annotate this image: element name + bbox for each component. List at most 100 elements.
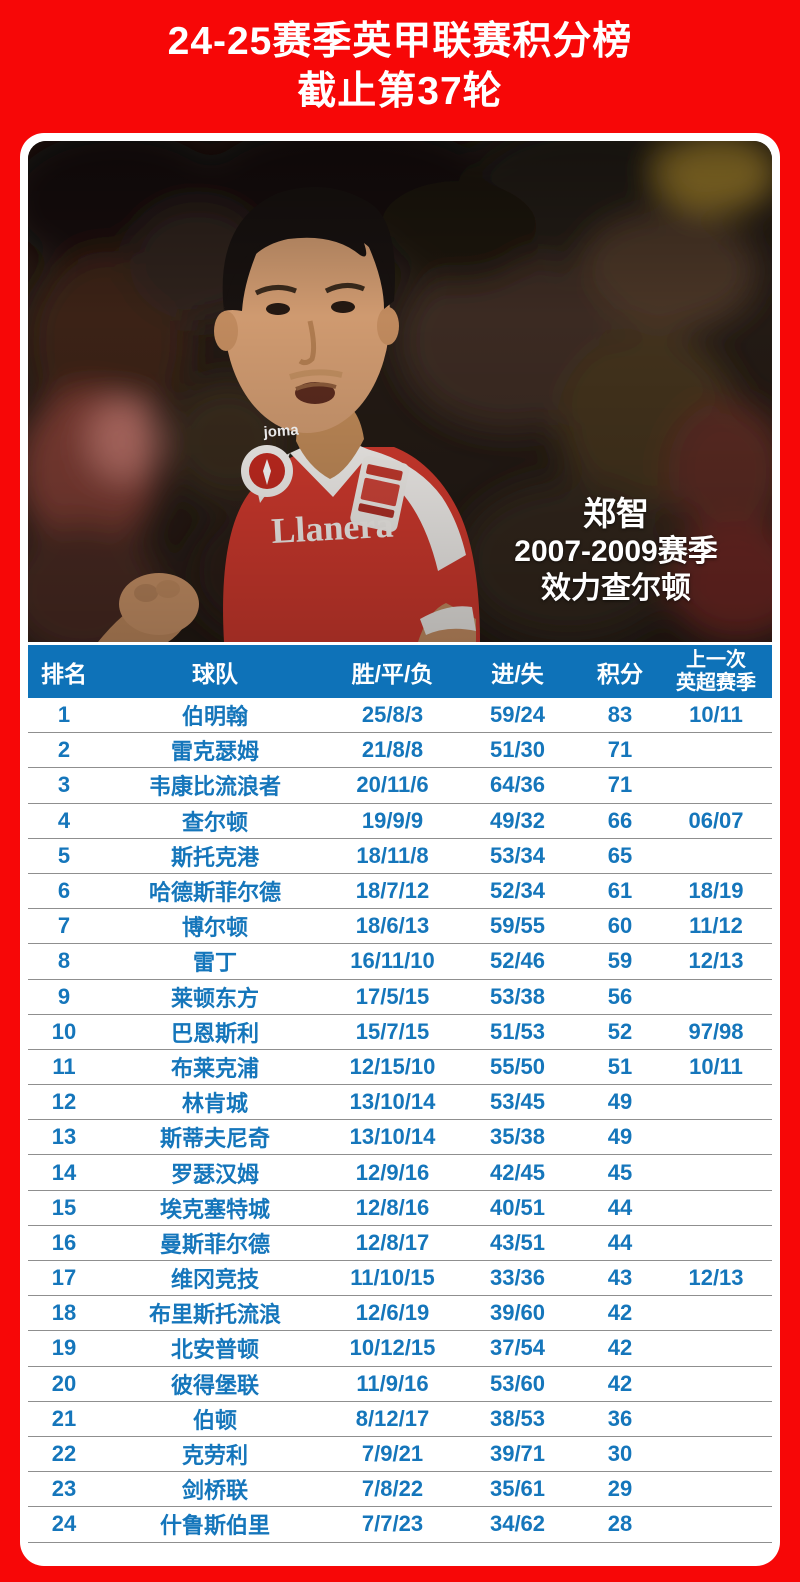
- team-cell: 罗瑟汉姆: [170, 1161, 259, 1187]
- wdl-cell: 13/10/14: [349, 1124, 436, 1150]
- points-cell: 49: [607, 1089, 633, 1115]
- rank-cell: 9: [57, 983, 71, 1009]
- wdl-cell: 11/10/15: [350, 1265, 435, 1291]
- col-goals: 进/失: [491, 660, 544, 687]
- col-last-pl: 上一次 英超赛季: [660, 649, 772, 695]
- points-cell: 56: [607, 983, 633, 1009]
- table-row: 4 查尔顿 19/9/9 49/32 66 06/07: [28, 803, 772, 839]
- rank-cell: 16: [51, 1229, 77, 1255]
- table-row: 17 维冈竞技 11/10/15 33/36 43 12/13: [28, 1261, 772, 1297]
- team-cell: 哈德斯菲尔德: [148, 880, 281, 906]
- standings-table: 排名 球队 胜/平/负 进/失 积分 上一次 英超赛季 1 伯明翰 25/8/3 59…: [28, 645, 772, 1543]
- team-cell: 巴恩斯利: [170, 1020, 259, 1046]
- table-body: 1 伯明翰 25/8/3 59/24 83 10/11 2 雷克瑟姆 21/8/8 51/30 71…: [28, 698, 772, 1543]
- page-title-line1: 24-25赛季英甲联赛积分榜: [167, 19, 633, 63]
- team-cell: 斯蒂夫尼奇: [159, 1126, 270, 1152]
- player-photo-illustration: joma Llanera: [28, 141, 772, 642]
- last-pl-cell: 18/19: [688, 878, 744, 904]
- points-cell: 60: [607, 913, 633, 939]
- goals-cell: 37/54: [489, 1335, 546, 1361]
- goals-cell: 35/38: [489, 1124, 546, 1150]
- last-pl-cell: 11/12: [689, 913, 743, 939]
- table-row: 19 北安普顿 10/12/15 37/54 42: [28, 1331, 772, 1367]
- team-cell: 克劳利: [181, 1443, 248, 1469]
- wdl-cell: 7/9/21: [361, 1441, 424, 1467]
- team-cell: 韦康比流浪者: [148, 774, 281, 800]
- wdl-cell: 20/11/6: [356, 772, 429, 798]
- points-cell: 71: [607, 772, 633, 798]
- content-card: joma Llanera 郑智 2007-2009赛季 效力查尔顿 排名 球队 …: [20, 133, 780, 1566]
- rank-cell: 17: [51, 1265, 77, 1291]
- team-cell: 伯顿: [192, 1407, 237, 1433]
- goals-cell: 51/53: [489, 1018, 546, 1044]
- table-row: 1 伯明翰 25/8/3 59/24 83 10/11: [28, 698, 772, 734]
- table-row: 21 伯顿 8/12/17 38/53 36: [28, 1401, 772, 1437]
- rank-cell: 18: [51, 1300, 77, 1326]
- team-cell: 彼得堡联: [170, 1372, 259, 1398]
- goals-cell: 52/34: [489, 878, 546, 904]
- points-cell: 52: [607, 1018, 633, 1044]
- points-cell: 28: [607, 1511, 633, 1537]
- col-points: 积分: [597, 660, 643, 687]
- player-period: 2007-2009赛季: [514, 535, 718, 569]
- table-row: 11 布莱克浦 12/15/10 55/50 51 10/11: [28, 1049, 772, 1086]
- goals-cell: 53/45: [489, 1089, 546, 1115]
- rank-cell: 21: [51, 1405, 77, 1431]
- points-cell: 49: [607, 1124, 633, 1150]
- goals-cell: 35/61: [489, 1476, 546, 1502]
- wdl-cell: 18/6/13: [355, 913, 430, 939]
- rank-cell: 14: [51, 1159, 77, 1185]
- points-cell: 51: [607, 1053, 633, 1079]
- team-cell: 查尔顿: [181, 809, 248, 835]
- wdl-cell: 12/8/17: [355, 1229, 430, 1255]
- goals-cell: 59/24: [489, 702, 546, 728]
- team-cell: 雷丁: [192, 950, 237, 976]
- wdl-cell: 19/9/9: [361, 807, 424, 833]
- goals-cell: 53/60: [489, 1370, 546, 1396]
- rank-cell: 11: [52, 1053, 76, 1079]
- goals-cell: 53/38: [489, 983, 546, 1009]
- wdl-cell: 12/9/16: [355, 1159, 430, 1185]
- team-cell: 剑桥联: [181, 1478, 248, 1504]
- wdl-cell: 25/8/3: [361, 702, 424, 728]
- wdl-cell: 21/8/8: [361, 737, 424, 763]
- page-title-line2: 截止第37轮: [297, 69, 503, 113]
- team-cell: 维冈竞技: [170, 1267, 259, 1293]
- goals-cell: 43/51: [489, 1229, 546, 1255]
- table-row: 6 哈德斯菲尔德 18/7/12 52/34 61 18/19: [28, 873, 772, 910]
- points-cell: 66: [607, 807, 633, 833]
- points-cell: 29: [607, 1476, 633, 1502]
- table-header: 排名 球队 胜/平/负 进/失 积分 上一次 英超赛季: [28, 645, 772, 698]
- wdl-cell: 12/15/10: [349, 1053, 436, 1079]
- table-row: 13 斯蒂夫尼奇 13/10/14 35/38 49: [28, 1120, 772, 1156]
- wdl-cell: 7/8/22: [361, 1476, 424, 1502]
- goals-cell: 51/30: [489, 737, 546, 763]
- wdl-cell: 15/7/15: [355, 1018, 430, 1044]
- rank-cell: 2: [57, 737, 71, 763]
- goals-cell: 38/53: [489, 1405, 546, 1431]
- goals-cell: 39/71: [489, 1441, 546, 1467]
- player-photo: joma Llanera 郑智 2007-2009赛季 效力查尔顿: [28, 141, 772, 642]
- wdl-cell: 11/9/16: [356, 1370, 429, 1396]
- team-cell: 莱顿东方: [170, 985, 259, 1011]
- points-cell: 42: [607, 1370, 633, 1396]
- wdl-cell: 12/8/16: [355, 1194, 430, 1220]
- table-row: 15 埃克塞特城 12/8/16 40/51 44: [28, 1190, 772, 1226]
- rank-cell: 12: [51, 1089, 77, 1115]
- wdl-cell: 17/5/15: [355, 983, 430, 1009]
- goals-cell: 64/36: [489, 772, 546, 798]
- team-cell: 埃克塞特城: [159, 1196, 270, 1222]
- points-cell: 30: [607, 1441, 633, 1467]
- last-pl-cell: 12/13: [688, 1265, 744, 1291]
- col-last-pl-line2: 英超赛季: [676, 671, 756, 694]
- wdl-cell: 7/7/23: [361, 1511, 424, 1537]
- points-cell: 83: [607, 702, 633, 728]
- wdl-cell: 8/12/17: [355, 1405, 430, 1431]
- goals-cell: 40/51: [489, 1194, 546, 1220]
- rank-cell: 15: [51, 1194, 77, 1220]
- table-row: 16 曼斯菲尔德 12/8/17 43/51 44: [28, 1225, 772, 1261]
- team-cell: 布里斯托流浪: [148, 1302, 281, 1328]
- wdl-cell: 12/6/19: [355, 1300, 430, 1326]
- rank-cell: 10: [51, 1018, 77, 1044]
